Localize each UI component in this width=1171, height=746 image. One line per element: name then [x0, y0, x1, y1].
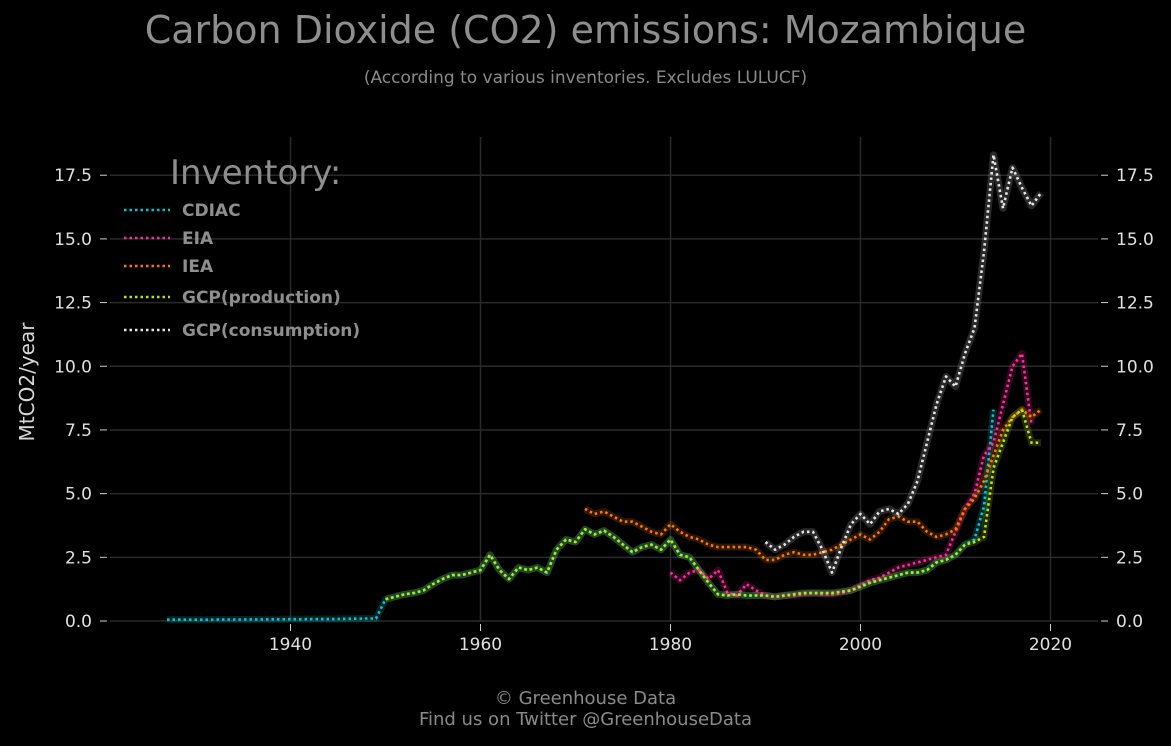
x-tick-label: 1960	[459, 635, 502, 655]
y-tick-label: 17.5	[54, 166, 92, 186]
legend: Inventory: CDIAC EIA IEA GCP(production) GCP…	[124, 153, 360, 341]
y-tick-label: 15.0	[54, 230, 92, 250]
y-tick-label: 5.0	[1116, 485, 1143, 505]
legend-label-gcp-production: GCP(production)	[182, 288, 341, 308]
x-tick-label: 1940	[269, 635, 312, 655]
legend-label-gcp-consumption: GCP(consumption)	[182, 321, 360, 341]
x-tick-label: 2000	[839, 635, 882, 655]
series-group	[167, 151, 1044, 624]
x-tick-label: 1980	[649, 635, 692, 655]
series-glow-gcp-consumption	[763, 151, 1044, 577]
y-tick-label: 17.5	[1116, 166, 1154, 186]
x-tick-label: 2020	[1029, 635, 1072, 655]
y-tick-label: 0.0	[1116, 612, 1143, 632]
footer-copyright: © Greenhouse Data	[494, 688, 677, 709]
series-line-gcp-production	[385, 408, 1041, 601]
legend-label-cdiac: CDIAC	[182, 201, 241, 221]
footer: © Greenhouse Data Find us on Twitter @Gr…	[0, 688, 1171, 730]
legend-title: Inventory:	[170, 153, 341, 193]
y-tick-label: 12.5	[54, 294, 92, 314]
y-tick-label: 7.5	[65, 421, 92, 441]
y-tick-label: 15.0	[1116, 230, 1154, 250]
y-tick-label: 7.5	[1116, 421, 1143, 441]
legend-label-iea: IEA	[182, 257, 214, 277]
y-tick-label: 10.0	[54, 357, 92, 377]
y-ticks-right: 0.0 2.5 5.0 7.5 10.0 12.5 15.0 17.5	[1101, 166, 1154, 632]
series-line-eia	[669, 352, 1033, 599]
y-tick-label: 2.5	[1116, 548, 1143, 568]
y-ticks-left: 0.0 2.5 5.0 7.5 10.0 12.5 15.0 17.5	[54, 166, 107, 632]
chart-subtitle: (According to various inventories. Exclu…	[363, 68, 808, 88]
y-tick-label: 12.5	[1116, 294, 1154, 314]
y-tick-label: 5.0	[65, 485, 92, 505]
y-tick-label: 2.5	[65, 548, 92, 568]
grid	[110, 137, 1098, 622]
footer-twitter: Find us on Twitter @GreenhouseData	[418, 709, 753, 730]
series-line-gcp-consumption	[764, 153, 1043, 574]
series-glow-eia	[668, 350, 1035, 601]
y-tick-label: 10.0	[1116, 357, 1154, 377]
y-axis-label: MtCO2/year	[15, 322, 39, 442]
x-ticks: 1940 1960 1980 2000 2020	[269, 624, 1072, 655]
series-line-iea	[584, 408, 1042, 562]
legend-label-eia: EIA	[182, 229, 214, 249]
y-tick-label: 0.0	[65, 612, 92, 632]
chart-title: Carbon Dioxide (CO2) emissions: Mozambiq…	[144, 8, 1027, 52]
